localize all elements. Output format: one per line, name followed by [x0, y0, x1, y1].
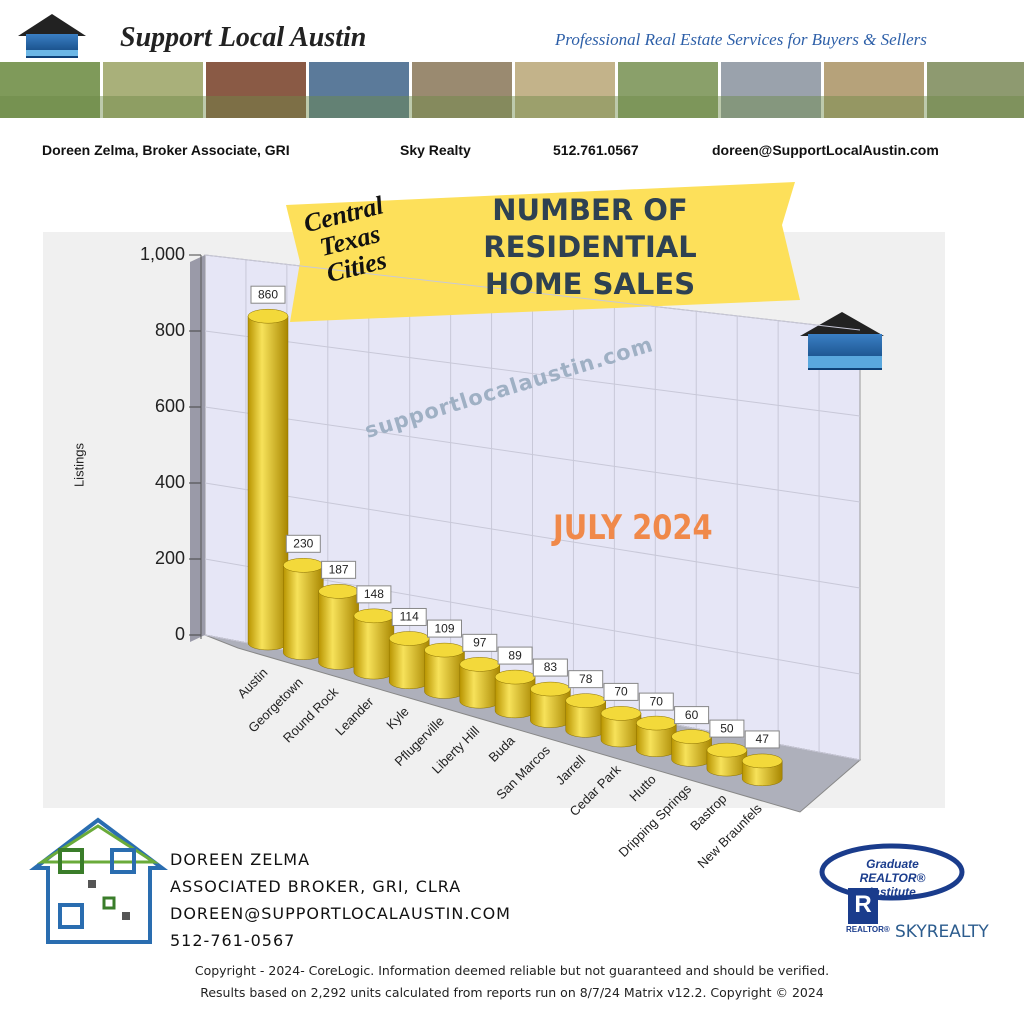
logo-house — [18, 14, 86, 58]
bar — [424, 649, 465, 699]
bar-top — [494, 669, 536, 685]
value-label: 60 — [685, 708, 699, 722]
bar-top — [636, 715, 677, 731]
value-label-box — [285, 534, 321, 553]
bar-top — [388, 631, 430, 646]
value-label-box — [638, 692, 674, 711]
y-tick-label: 1,000 — [140, 244, 185, 264]
value-label: 187 — [329, 563, 349, 577]
y-tick-label: 200 — [155, 548, 185, 568]
bar-top — [283, 558, 324, 573]
bar-top — [424, 642, 465, 658]
value-label-box — [532, 658, 568, 677]
photo-strip — [0, 62, 1024, 118]
side-wall — [190, 255, 205, 642]
brand: Support Local Austin — [120, 22, 367, 53]
y-tick-label: 800 — [155, 320, 185, 340]
value-label-box — [391, 607, 427, 626]
value-label: 860 — [258, 287, 278, 301]
value-label-box — [250, 285, 286, 304]
value-label-box — [568, 670, 604, 689]
value-label: 83 — [544, 660, 558, 674]
value-label-box — [709, 719, 745, 738]
bar — [318, 591, 359, 670]
value-label: 230 — [293, 536, 313, 550]
banner — [286, 182, 800, 322]
value-label: 70 — [614, 685, 628, 699]
value-label: 78 — [579, 672, 593, 686]
value-label: 97 — [473, 636, 487, 650]
value-label-box — [427, 619, 462, 638]
grid-line — [204, 482, 861, 589]
realtor-badge: R — [819, 843, 965, 924]
y-tick-label: 600 — [155, 396, 185, 416]
brokerage: SKYREALTY — [895, 922, 989, 942]
bar-top — [600, 706, 642, 721]
tagline: Professional Real Estate Services for Bu… — [555, 30, 927, 49]
y-axis-label: Listings — [71, 442, 86, 487]
month-label: JULY 2024 — [553, 508, 713, 548]
bar — [388, 638, 430, 690]
contact-email: DOREEN@SUPPORTLOCALAUSTIN.COM — [170, 904, 511, 923]
bar — [353, 615, 395, 680]
value-label-box — [603, 682, 639, 701]
phone: 512.761.0567 — [553, 142, 639, 158]
value-label: 109 — [434, 621, 454, 635]
svg-text:R: R — [854, 891, 871, 918]
bar-top — [741, 753, 783, 769]
logo-house-small — [800, 312, 884, 370]
grid-line — [204, 254, 861, 331]
contact-name: DOREEN ZELMA — [170, 850, 311, 869]
email: doreen@SupportLocalAustin.com — [712, 142, 939, 158]
copyright: Results based on 2,292 units calculated … — [200, 985, 824, 1000]
value-label-box — [356, 585, 392, 604]
badge-text: Graduate REALTOR® Institute — [859, 857, 926, 899]
value-label: 70 — [650, 694, 664, 708]
copyright: Copyright - 2024- CoreLogic. Information… — [194, 963, 830, 978]
bar — [247, 315, 289, 651]
y-tick-label: 400 — [155, 472, 185, 492]
value-label-box — [462, 633, 498, 652]
y-tick-label: 0 — [175, 624, 185, 644]
value-label-box — [321, 560, 357, 579]
value-label: 50 — [720, 721, 734, 735]
chart-title: NUMBER OF RESIDENTIAL HOME SALES — [483, 193, 697, 301]
value-label: 148 — [364, 587, 384, 601]
bar-top — [706, 742, 748, 758]
value-label-box — [497, 646, 533, 665]
realtor-mark: REALTOR® — [846, 925, 890, 934]
value-label: 114 — [400, 610, 419, 624]
agent: Doreen Zelma, Broker Associate, GRI — [42, 142, 290, 158]
value-label-box — [744, 730, 780, 749]
value-label: 47 — [756, 732, 770, 746]
contact-phone: 512-761-0567 — [170, 931, 296, 950]
value-label: 89 — [508, 648, 522, 662]
bar-top — [671, 729, 712, 744]
bar-top — [318, 584, 359, 599]
bar-top — [565, 693, 606, 708]
value-label-box — [674, 706, 710, 725]
qr-house — [29, 817, 168, 944]
company: Sky Realty — [400, 142, 471, 158]
bar-top — [530, 681, 571, 697]
contact-title: ASSOCIATED BROKER, GRI, CLRA — [170, 877, 462, 896]
bar — [283, 565, 324, 660]
grid-line — [204, 330, 861, 417]
bar-top — [247, 308, 289, 324]
bar-top — [459, 657, 501, 672]
grid-line — [204, 406, 861, 503]
bar-top — [353, 608, 395, 624]
